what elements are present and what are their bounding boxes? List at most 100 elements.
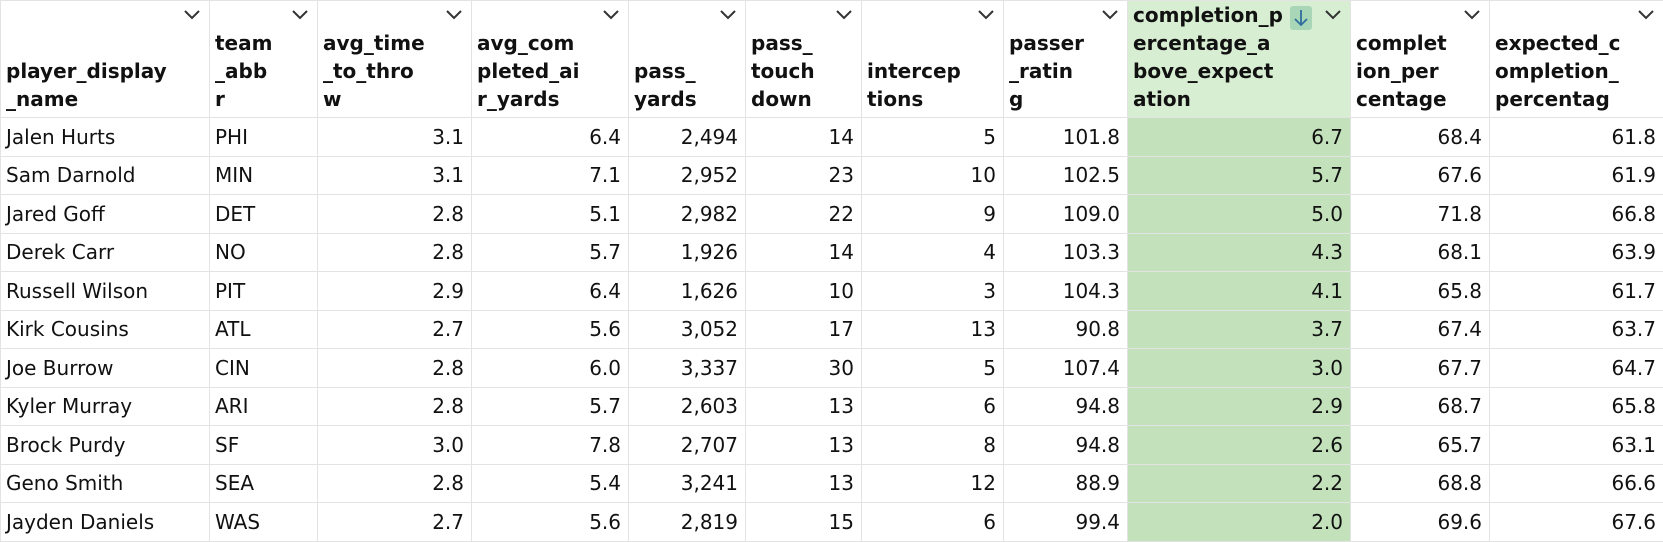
table-cell: 2.0 <box>1128 503 1351 542</box>
column-header[interactable]: pass_touchdown <box>746 1 862 118</box>
column-title: avg_time_to_throw <box>323 29 464 113</box>
table-cell: 7.8 <box>472 426 629 465</box>
table-cell: Kyler Murray <box>1 387 210 426</box>
table-cell: 66.6 <box>1490 464 1663 503</box>
sort-indicator[interactable] <box>1290 6 1312 30</box>
table-cell: 71.8 <box>1351 195 1490 234</box>
table-cell: PHI <box>210 118 318 157</box>
table-cell: 3.0 <box>1128 349 1351 388</box>
table-cell: 67.7 <box>1351 349 1490 388</box>
table-cell: 6.7 <box>1128 118 1351 157</box>
column-header[interactable]: avg_completed_air_yards <box>472 1 629 118</box>
table-cell: DET <box>210 195 318 234</box>
table-cell: 2.8 <box>318 233 472 272</box>
table-cell: 2.8 <box>318 387 472 426</box>
table-cell: 3.7 <box>1128 310 1351 349</box>
column-menu[interactable] <box>1101 9 1119 21</box>
column-header[interactable]: expected_completion_percentag <box>1490 1 1663 118</box>
table-cell: 5.4 <box>472 464 629 503</box>
table-cell: 2.6 <box>1128 426 1351 465</box>
table-cell: 67.6 <box>1490 503 1663 542</box>
column-menu[interactable] <box>1324 9 1342 21</box>
table-cell: ARI <box>210 387 318 426</box>
table-cell: 1,626 <box>629 272 746 311</box>
table-cell: 5.1 <box>472 195 629 234</box>
column-title: team_abbr <box>215 29 310 113</box>
table-cell: 2,603 <box>629 387 746 426</box>
table-cell: SEA <box>210 464 318 503</box>
column-menu[interactable] <box>719 9 737 21</box>
column-header[interactable]: avg_time_to_throw <box>318 1 472 118</box>
table-cell: 13 <box>746 426 862 465</box>
table-cell: 1,926 <box>629 233 746 272</box>
table-cell: Sam Darnold <box>1 156 210 195</box>
table-cell: 14 <box>746 118 862 157</box>
column-header[interactable]: interceptions <box>862 1 1004 118</box>
table-cell: 94.8 <box>1004 426 1128 465</box>
table-cell: 22 <box>746 195 862 234</box>
table-cell: 101.8 <box>1004 118 1128 157</box>
table-cell: Jared Goff <box>1 195 210 234</box>
table-cell: 66.8 <box>1490 195 1663 234</box>
column-menu[interactable] <box>977 9 995 21</box>
column-header[interactable]: player_display_name <box>1 1 210 118</box>
table-cell: Geno Smith <box>1 464 210 503</box>
table-cell: 5.6 <box>472 310 629 349</box>
table-cell: 6 <box>862 387 1004 426</box>
column-header[interactable]: passer_rating <box>1004 1 1128 118</box>
column-header[interactable]: pass_yards <box>629 1 746 118</box>
table-cell: 2.2 <box>1128 464 1351 503</box>
table-cell: 30 <box>746 349 862 388</box>
table-cell: 3.0 <box>318 426 472 465</box>
column-title: completion_percentage <box>1356 29 1482 113</box>
table-cell: 4 <box>862 233 1004 272</box>
table-cell: 2.8 <box>318 195 472 234</box>
table-cell: 2,982 <box>629 195 746 234</box>
table-cell: SF <box>210 426 318 465</box>
table-cell: MIN <box>210 156 318 195</box>
table-cell: 65.7 <box>1351 426 1490 465</box>
table-cell: 13 <box>746 464 862 503</box>
table-cell: 2.9 <box>318 272 472 311</box>
table-cell: 90.8 <box>1004 310 1128 349</box>
table-cell: 63.7 <box>1490 310 1663 349</box>
table-cell: Kirk Cousins <box>1 310 210 349</box>
column-menu[interactable] <box>445 9 463 21</box>
table-cell: 102.5 <box>1004 156 1128 195</box>
table-cell: Joe Burrow <box>1 349 210 388</box>
table-cell: 2,494 <box>629 118 746 157</box>
table-cell: 69.6 <box>1351 503 1490 542</box>
column-title: interceptions <box>867 57 996 113</box>
column-header[interactable]: completion_percentage <box>1351 1 1490 118</box>
table-cell: 5 <box>862 349 1004 388</box>
table-cell: 68.8 <box>1351 464 1490 503</box>
column-menu[interactable] <box>1463 9 1481 21</box>
column-menu[interactable] <box>1637 9 1655 21</box>
table-cell: 3,241 <box>629 464 746 503</box>
table-cell: ATL <box>210 310 318 349</box>
table-cell: 63.1 <box>1490 426 1663 465</box>
table-cell: 17 <box>746 310 862 349</box>
column-menu[interactable] <box>291 9 309 21</box>
table-cell: 63.9 <box>1490 233 1663 272</box>
column-title: pass_yards <box>634 57 738 113</box>
table-cell: 68.4 <box>1351 118 1490 157</box>
column-menu[interactable] <box>602 9 620 21</box>
column-header[interactable]: completion_percentage_above_expectation <box>1128 1 1351 118</box>
table-cell: CIN <box>210 349 318 388</box>
table-cell: 7.1 <box>472 156 629 195</box>
table-cell: 10 <box>862 156 1004 195</box>
table-cell: 4.1 <box>1128 272 1351 311</box>
column-menu[interactable] <box>183 9 201 21</box>
column-header[interactable]: team_abbr <box>210 1 318 118</box>
column-menu[interactable] <box>835 9 853 21</box>
